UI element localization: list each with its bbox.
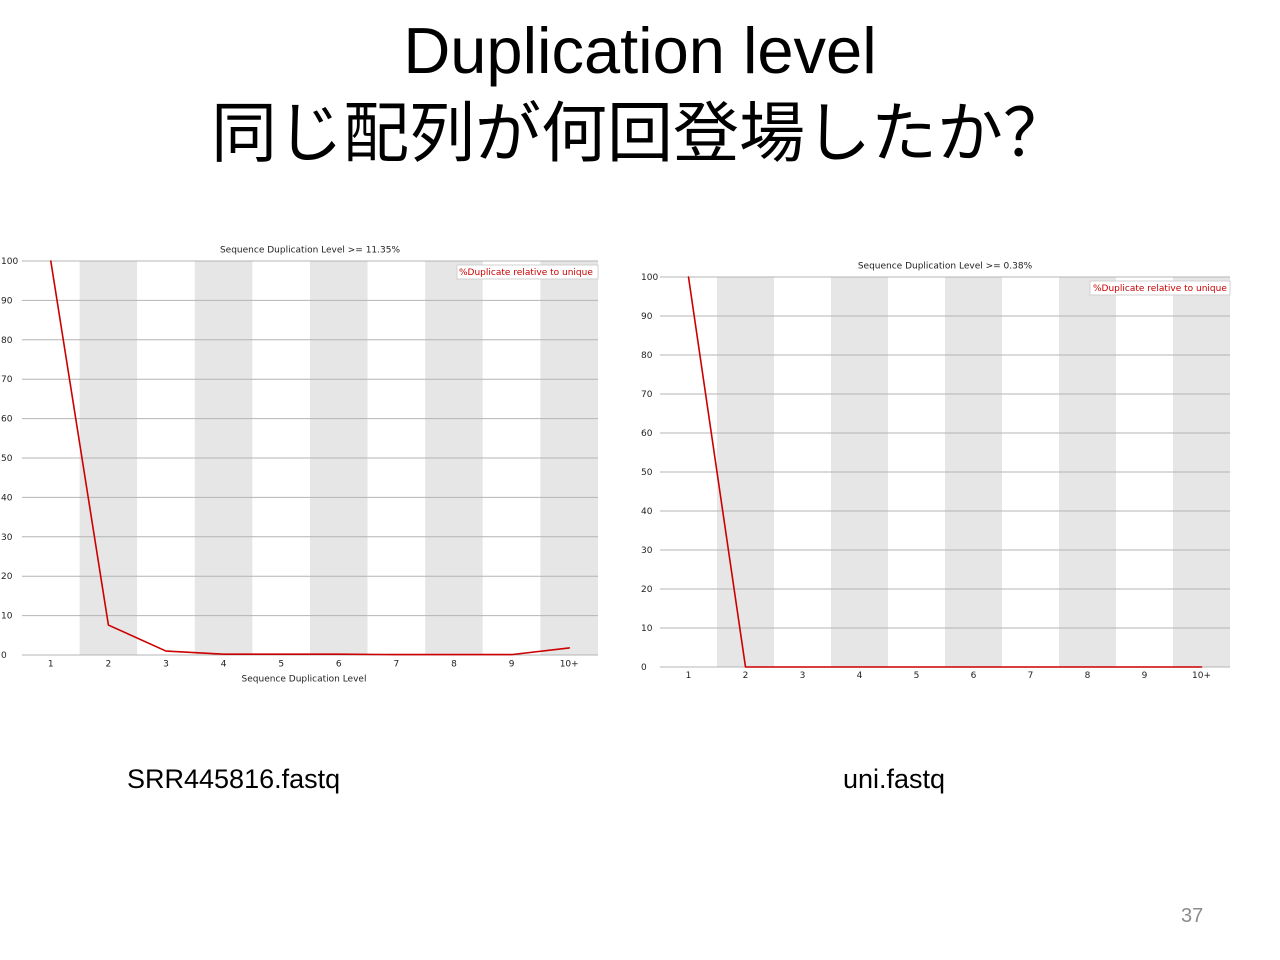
y-tick-label: 100: [1, 257, 18, 267]
x-tick-label: 7: [394, 660, 400, 670]
x-tick-label: 4: [221, 660, 227, 670]
x-tick-label: 8: [1085, 671, 1091, 681]
chart-title: Sequence Duplication Level >= 0.38%: [858, 262, 1033, 272]
y-tick-label: 10: [1, 612, 13, 622]
y-tick-label: 50: [1, 454, 13, 464]
y-tick-label: 30: [641, 546, 653, 556]
legend-label: %Duplicate relative to unique: [459, 268, 593, 278]
x-tick-label: 10+: [560, 660, 579, 670]
x-tick-label: 2: [743, 671, 749, 681]
y-tick-label: 0: [1, 651, 7, 661]
x-tick-label: 8: [451, 660, 457, 670]
x-tick-label: 6: [336, 660, 342, 670]
x-tick-label: 3: [163, 660, 169, 670]
x-tick-label: 10+: [1192, 671, 1211, 681]
legend-box: [1089, 280, 1231, 296]
x-tick-label: 1: [686, 671, 692, 681]
y-tick-label: 60: [641, 429, 653, 439]
x-tick-label: 9: [509, 660, 515, 670]
slide-title: Duplication level: [403, 14, 877, 87]
legend-label: %Duplicate relative to unique: [1093, 284, 1227, 294]
y-tick-label: 90: [641, 312, 653, 322]
y-tick-label: 80: [641, 351, 653, 361]
x-tick-label: 3: [800, 671, 806, 681]
y-tick-label: 80: [1, 336, 13, 346]
y-tick-label: 30: [1, 533, 13, 543]
chart-title: Sequence Duplication Level >= 11.35%: [220, 246, 400, 256]
y-tick-label: 0: [641, 663, 647, 673]
caption-srr445816: SRR445816.fastq: [127, 764, 341, 794]
y-tick-label: 70: [1, 375, 13, 385]
duplication-chart-srr445816: 0 10 20 30 40 50 60 70 80 90 100 1 2 3 4 5 6 7 8 9 10+ %Dupli…: [1, 246, 599, 685]
y-tick-label: 90: [1, 296, 13, 306]
y-tick-label: 20: [1, 572, 13, 582]
x-tick-label: 6: [971, 671, 977, 681]
x-tick-label: 1: [48, 660, 54, 670]
y-tick-label: 70: [641, 390, 653, 400]
caption-uni: uni.fastq: [843, 764, 946, 794]
x-tick-label: 2: [106, 660, 112, 670]
duplication-chart-uni: 0 10 20 30 40 50 60 70 80 90 100 1 2 3 4 5 6 7 8 9 10+ %Dupli…: [641, 262, 1231, 681]
x-tick-label: 7: [1028, 671, 1034, 681]
series-line-duplicate-relative-to-unique: [687, 276, 1203, 668]
x-tick-label: 9: [1142, 671, 1148, 681]
y-tick-label: 50: [641, 468, 653, 478]
y-tick-label: 60: [1, 415, 13, 425]
y-tick-label: 40: [1, 493, 13, 503]
legend-box: [456, 264, 599, 280]
slide-title-japanese: 同じ配列が何回登場したか？: [211, 95, 1069, 172]
y-tick-label: 10: [641, 624, 653, 634]
x-tick-label: 5: [278, 660, 284, 670]
x-tick-label: 5: [914, 671, 920, 681]
series-line-duplicate-relative-to-unique: [49, 260, 571, 656]
y-tick-label: 100: [641, 273, 658, 283]
y-tick-label: 20: [641, 585, 653, 595]
x-axis-label: Sequence Duplication Level: [242, 675, 367, 685]
y-tick-label: 40: [641, 507, 653, 517]
x-tick-label: 4: [857, 671, 863, 681]
page-number: 37: [1181, 905, 1204, 927]
